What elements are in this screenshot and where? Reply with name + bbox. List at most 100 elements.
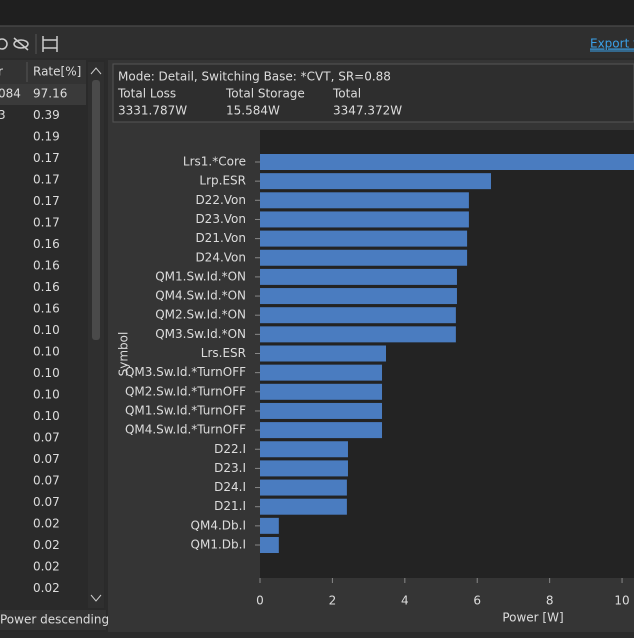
toolbar [0,27,634,58]
cell: 0.07 [33,474,60,488]
y-tick-label: QM3.Sw.Id.*TurnOFF [125,365,246,379]
column-header[interactable]: Rate[%] [33,65,81,79]
y-tick-label: D23.I [214,461,246,475]
bar [260,402,383,419]
scroll-down[interactable] [90,594,102,602]
bar [260,173,491,190]
cell: 0.02 [33,560,60,574]
column-header[interactable]: r [0,65,3,79]
info-value: 15.584W [226,104,280,118]
bar [260,192,469,209]
y-tick-label: D24.Von [195,250,246,264]
bar [260,422,383,439]
cell: 0.39 [33,108,60,122]
hide-icon[interactable] [13,39,29,49]
y-tick-label: D23.Von [195,212,246,226]
cell: 0.07 [33,452,60,466]
y-tick-label: D22.Von [195,193,246,207]
info-box [112,63,634,123]
y-tick-label: Lrs1.*Core [183,155,246,169]
hide-icon-slash [13,37,29,51]
cell: 0.10 [33,323,60,337]
y-tick-label: QM2.Sw.Id.*ON [155,308,246,322]
x-axis-label: Power [W] [502,611,563,625]
bar [260,460,348,477]
bar [260,268,457,285]
cell: 0.02 [33,517,60,531]
y-tick-label: Lrs.ESR [201,346,246,360]
cell: 0.07 [33,431,60,445]
x-tick-label: 6 [473,594,481,608]
y-tick-label: QM4.Sw.Id.*ON [155,289,246,303]
info-label: Total [332,87,361,101]
cell: 0.10 [33,345,60,359]
cell: 0.16 [33,302,60,316]
export-link[interactable]: Export t [590,37,634,51]
info-label: Total Storage [225,87,305,101]
y-tick-label: D24.I [214,480,246,494]
table-rows: 084 3 97.16 0.39 0.19 0.17 0.17 0.17 0.17 0.16 0.1… [0,87,67,596]
bar [260,364,383,381]
cell: 0.19 [33,130,60,144]
cell: 0.10 [33,366,60,380]
cell: 0.16 [33,237,60,251]
bar [260,230,468,247]
bar [260,441,348,458]
bars [260,154,634,553]
bar [260,479,347,496]
scroll-up[interactable] [90,67,102,75]
y-tick-label: Lrp.ESR [199,174,246,188]
y-tick-label: QM4.Db.I [191,518,246,532]
y-tick-label: D21.Von [195,231,246,245]
y-tick-label: QM1.Sw.Id.*ON [155,269,246,283]
tool-icon[interactable] [0,38,8,50]
x-tick-label: 0 [256,594,264,608]
bar [260,345,386,362]
bar [260,249,468,266]
y-tick-label: QM1.Sw.Id.*TurnOFF [125,403,246,417]
cell: 084 [0,87,21,101]
cell: 0.17 [33,216,60,230]
cell: 0.16 [33,259,60,273]
table-panel [0,60,105,632]
bar [260,537,279,553]
bar [260,326,456,343]
bar [260,288,457,305]
info-label: Total Loss [117,87,176,101]
y-tick-label: QM4.Sw.Id.*TurnOFF [125,423,246,437]
title-bar [0,0,634,26]
cell: 0.17 [33,151,60,165]
bar [260,383,383,400]
cell: 97.16 [33,87,67,101]
cell: 0.07 [33,495,60,509]
cell: 0.16 [33,280,60,294]
y-tick-label: QM2.Sw.Id.*TurnOFF [125,384,246,398]
mode-text: Mode: Detail, Switching Base: *CVT, SR=0… [118,70,391,84]
y-tick-label: D21.I [214,499,246,513]
y-tick-label: D22.I [214,442,246,456]
bar [260,211,469,228]
scroll-thumb[interactable] [92,80,100,340]
y-axis-label: Symbol [117,332,131,377]
info-value: 3347.372W [333,104,402,118]
bar [260,517,279,534]
y-tick-label: QM1.Db.I [191,538,246,552]
sort-label: Power descending [0,613,109,627]
cell: 0.17 [33,194,60,208]
selected-row[interactable] [0,84,86,105]
x-tick-label: 2 [329,594,337,608]
bar [260,154,634,170]
cell: 0.02 [33,538,60,552]
table-header [0,60,86,84]
cell: 0.17 [33,173,60,187]
info-value: 3331.787W [118,104,187,118]
x-tick-label: 8 [546,594,554,608]
fit-icon[interactable] [42,36,58,52]
cell: 0.10 [33,388,60,402]
cell: 0.10 [33,409,60,423]
x-tick-label: 4 [401,594,409,608]
y-tick-label: QM3.Sw.Id.*ON [155,327,246,341]
cell: 0.02 [33,581,60,595]
bar [260,307,456,324]
